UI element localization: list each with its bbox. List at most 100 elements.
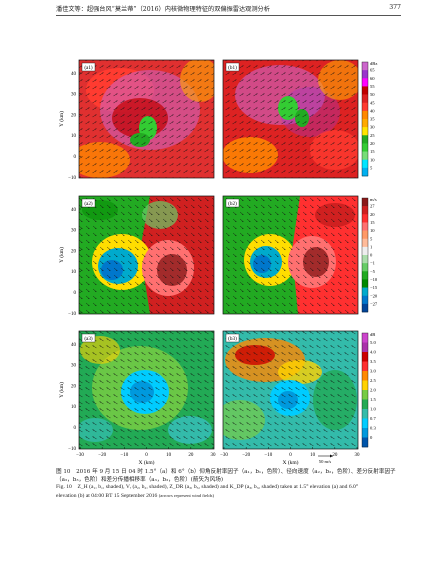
colorbar-tick-label: 1.5 — [370, 397, 376, 402]
panel-frame — [78, 195, 215, 315]
panel-b1 — [223, 60, 358, 178]
caption-en-note: (arrows represent wind fields) — [158, 492, 214, 498]
colorbar-tick-label: 20 — [370, 141, 375, 146]
panel-label: (a2) — [84, 200, 93, 207]
x-tick-label: 20 — [188, 453, 194, 458]
panel-b3 — [223, 331, 358, 449]
y-tick-label: 20 — [71, 113, 77, 118]
colorbar-swatch — [362, 78, 368, 87]
colorbar-swatch — [362, 255, 368, 264]
y-tick-label: −10 — [68, 447, 76, 452]
x-tick-label: 20 — [332, 453, 338, 458]
colorbar-swatch — [362, 214, 368, 223]
colorbar-swatch — [362, 70, 368, 79]
colorbar-tick-label: 0.3 — [370, 426, 376, 431]
caption-en-line1: Fig. 10 Z_H (a₁, b₁, shaded), Vᵣ (a₂, b₂… — [56, 484, 359, 491]
y-tick-label: 10 — [71, 405, 77, 410]
y-tick-label: 0 — [74, 291, 77, 296]
panel-label: (a1) — [84, 64, 93, 71]
colorbar-swatch — [362, 352, 368, 362]
y-tick-label: 30 — [71, 93, 77, 98]
y-tick-label: 0 — [74, 155, 77, 160]
panel-frame — [222, 59, 359, 179]
colorbar-swatch — [362, 135, 368, 144]
colorbar-tick-label: 0 — [370, 435, 373, 440]
colorbar-swatch — [362, 110, 368, 120]
colorbar-swatch — [362, 246, 368, 256]
vector-scale-arrowhead — [330, 454, 333, 458]
colorbar-tick-label: 40 — [370, 108, 375, 113]
colorbar-swatch — [362, 303, 368, 313]
colorbar-swatch — [362, 399, 368, 410]
colorbar-swatch — [362, 371, 368, 381]
colorbar-swatch — [362, 342, 368, 353]
colorbar-frame — [361, 61, 369, 177]
caption-zh-line2: （a₃，b₃，色阶）和差分传播相移率（a₃，b₃，色阶）(箭矢为风场) — [56, 476, 224, 483]
colorbar-swatch — [362, 102, 368, 112]
panel-label: (b2) — [228, 200, 237, 207]
x-tick-label: 10 — [310, 453, 316, 458]
y-tick-label: 0 — [74, 426, 77, 431]
colorbar-tick-label: 4.0 — [370, 350, 376, 355]
panel-a2 — [79, 196, 214, 314]
x-tick-label: 0 — [145, 453, 148, 458]
colorbar-tick-label: 5.0 — [370, 340, 376, 345]
panel-label: (b3) — [228, 335, 237, 342]
colorbar-tick-label: 30 — [370, 125, 375, 130]
y-tick-label: 20 — [71, 249, 77, 254]
y-axis-label: Y (km) — [58, 382, 65, 398]
header-rule — [56, 15, 401, 16]
colorbar-swatch — [362, 418, 368, 429]
x-axis-label: X (km) — [138, 459, 154, 466]
colorbar-tick-label: −5 — [370, 269, 376, 274]
x-tick-label: 30 — [211, 453, 217, 458]
panel-label-box — [225, 62, 240, 72]
colorbar-swatch — [362, 333, 368, 343]
x-tick-label: −20 — [98, 453, 106, 458]
panel-a1 — [79, 60, 214, 178]
colorbar-tick-label: 3.0 — [370, 369, 376, 374]
colorbar-swatch — [362, 230, 368, 240]
colorbar-tick-label: −15 — [370, 285, 378, 290]
colorbar-swatch — [362, 198, 368, 207]
colorbar-frame — [361, 332, 369, 448]
colorbar-tick-label: 1 — [370, 244, 373, 249]
colorbar-swatch — [362, 94, 368, 104]
caption-en-line2: elevation (b) at 04:00 BT 15 September 2… — [56, 492, 401, 501]
y-tick-label: 20 — [71, 384, 77, 389]
colorbar-swatch — [362, 86, 368, 95]
x-axis-label: X (km) — [282, 459, 298, 466]
y-tick-label: 40 — [71, 343, 77, 348]
vector-scale-label: 50 m/s — [319, 459, 332, 464]
colorbar-swatch — [362, 380, 368, 391]
panel-frame — [78, 59, 215, 179]
colorbar-swatch — [362, 390, 368, 400]
colorbar-swatch — [362, 428, 368, 438]
colorbar-tick-label: 45 — [370, 100, 375, 105]
panel-label-box — [81, 333, 96, 343]
colorbar-tick-label: 15 — [370, 220, 375, 225]
colorbar-swatch — [362, 222, 368, 231]
colorbar-tick-label: 2.0 — [370, 388, 376, 393]
colorbar-swatch — [362, 409, 368, 419]
colorbar-swatch — [362, 159, 368, 169]
x-tick-label: 0 — [289, 453, 292, 458]
colorbar-tick-label: 5 — [370, 236, 373, 241]
panel-label: (a3) — [84, 335, 93, 342]
page-number: 377 — [389, 4, 401, 11]
colorbar-tick-label: 2.5 — [370, 378, 376, 383]
running-header: 潘佳文等：超强台风“莫兰蒂”（2016）内核微物理特征的双偏振雷达观测分析 — [56, 6, 270, 13]
colorbar-swatch — [362, 361, 368, 372]
colorbar-tick-label: 3.5 — [370, 359, 376, 364]
colorbar-swatch — [362, 295, 368, 305]
colorbar-tick-label: 65 — [370, 68, 375, 73]
colorbar-tick-label: 0.7 — [370, 416, 376, 421]
colorbar-swatch — [362, 167, 368, 177]
y-tick-label: −10 — [68, 176, 76, 181]
colorbar-tick-label: 5 — [370, 165, 373, 170]
panel-frame — [222, 195, 359, 315]
y-axis-label: Y (km) — [58, 247, 65, 263]
colorbar-swatch — [362, 437, 368, 448]
colorbar-swatch — [362, 271, 368, 280]
colorbar-tick-label: 0 — [370, 253, 373, 258]
